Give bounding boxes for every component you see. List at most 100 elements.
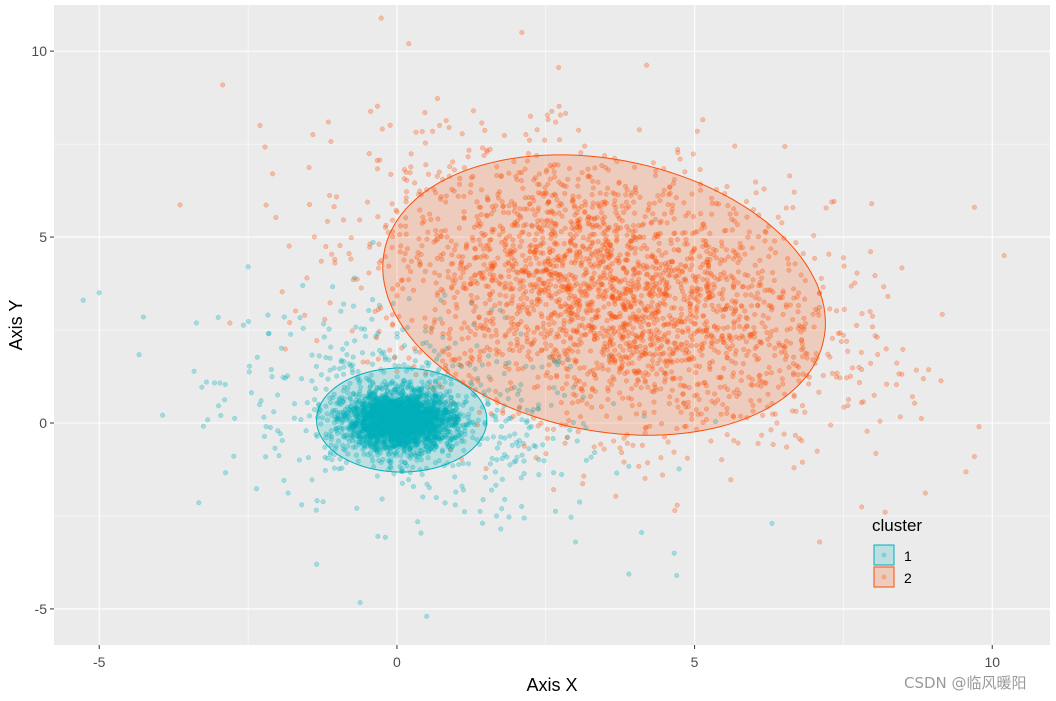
data-point [374, 473, 380, 479]
data-point [526, 255, 533, 261]
data-point [413, 129, 419, 135]
data-point [755, 302, 761, 308]
data-point [562, 440, 568, 446]
data-point [580, 394, 586, 400]
data-point [660, 192, 666, 198]
data-point [516, 405, 522, 411]
data-point [396, 363, 402, 369]
data-point [311, 234, 317, 240]
data-point [423, 359, 430, 366]
data-point [367, 244, 373, 250]
data-point [506, 267, 512, 274]
data-point [790, 205, 796, 211]
data-point [642, 379, 648, 385]
data-point [521, 443, 527, 449]
data-point [350, 303, 357, 309]
data-point [642, 475, 648, 481]
data-point [478, 212, 484, 218]
data-point [331, 391, 337, 397]
data-point [820, 284, 826, 290]
data-point [422, 140, 428, 146]
data-point [513, 361, 519, 367]
data-point [456, 362, 462, 368]
data-point [829, 335, 835, 341]
data-point [641, 413, 647, 419]
data-point [591, 444, 597, 450]
data-point [735, 269, 741, 275]
data-point [474, 343, 480, 349]
data-point [784, 444, 790, 450]
data-point [498, 274, 504, 280]
data-point [613, 258, 619, 264]
data-point [431, 348, 437, 354]
data-point [411, 387, 417, 393]
data-point [406, 41, 412, 47]
data-point [419, 129, 425, 135]
data-point [487, 296, 493, 303]
data-point [687, 266, 693, 273]
data-point [385, 423, 391, 429]
data-point [370, 351, 376, 357]
data-point [424, 481, 430, 487]
data-point [812, 255, 818, 261]
data-point [877, 418, 883, 424]
data-point [451, 401, 457, 407]
data-point [376, 347, 383, 353]
data-point [859, 311, 865, 317]
data-point [486, 374, 492, 380]
data-point [582, 332, 588, 338]
data-point [402, 435, 408, 441]
data-point [337, 366, 343, 372]
data-point [284, 373, 291, 379]
data-point [650, 285, 656, 291]
data-point [478, 382, 484, 388]
data-point [543, 191, 549, 197]
data-point [795, 325, 801, 331]
data-point [468, 380, 474, 386]
data-point [365, 359, 371, 365]
data-point [533, 455, 539, 461]
data-point [580, 481, 586, 487]
data-point [744, 316, 750, 322]
data-point [316, 353, 322, 359]
data-point [398, 400, 404, 406]
data-point [254, 354, 260, 360]
data-point [707, 294, 713, 300]
data-point [489, 226, 495, 232]
data-point [349, 367, 355, 373]
data-point [387, 430, 393, 436]
data-point [518, 331, 524, 337]
data-point [578, 150, 584, 156]
data-point [322, 316, 328, 322]
data-point [338, 357, 344, 363]
data-point [567, 427, 573, 433]
data-point [355, 458, 361, 464]
data-point [791, 465, 797, 471]
data-point [327, 399, 334, 406]
data-point [574, 300, 580, 306]
data-point [913, 367, 919, 373]
data-point [605, 225, 611, 231]
data-point [455, 415, 461, 421]
data-point [796, 436, 802, 442]
data-point [389, 312, 395, 318]
data-point [724, 405, 730, 412]
data-point [893, 382, 900, 388]
data-point [557, 200, 563, 206]
data-point [922, 490, 928, 496]
data-point [577, 303, 583, 309]
data-point [430, 128, 436, 134]
data-point [471, 322, 477, 328]
data-point [408, 403, 414, 409]
data-point [845, 348, 851, 354]
data-point [227, 320, 233, 326]
data-point [572, 296, 578, 302]
data-point [645, 371, 651, 378]
data-point [885, 293, 891, 299]
data-point [452, 474, 458, 480]
data-point [896, 371, 902, 377]
data-point [697, 167, 703, 173]
data-point [205, 417, 211, 423]
data-point [355, 369, 361, 375]
data-point [554, 390, 561, 396]
